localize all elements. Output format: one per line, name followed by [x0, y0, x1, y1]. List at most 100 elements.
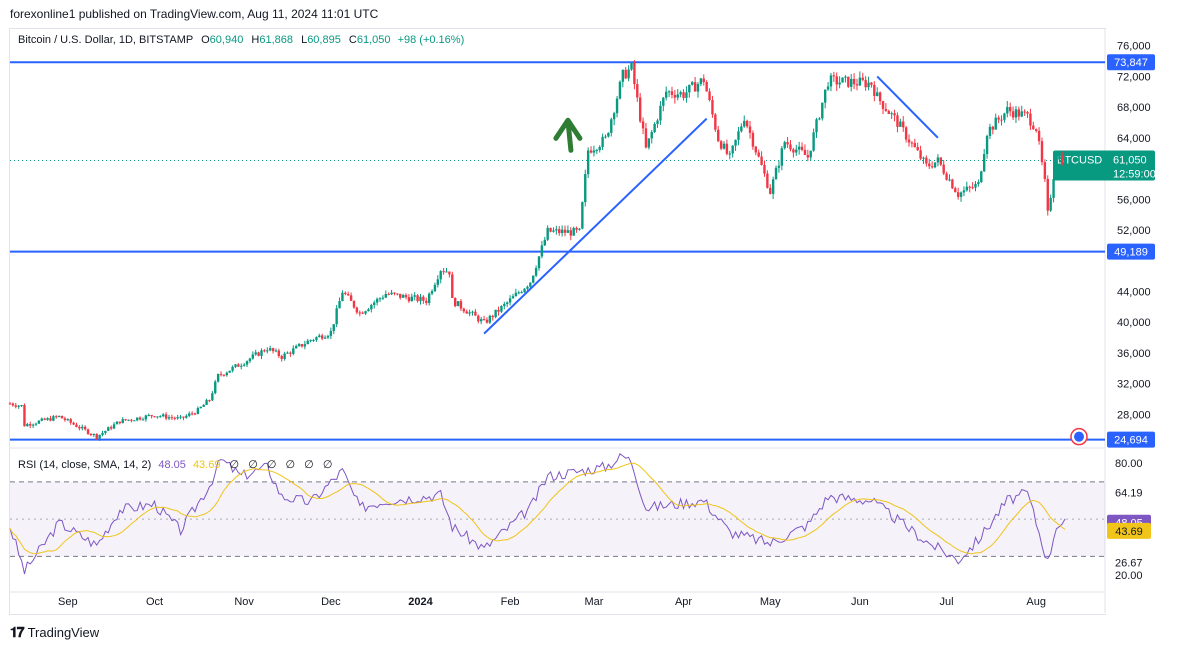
candle-body: [370, 305, 373, 310]
candle-body: [586, 150, 590, 175]
open-value: 60,940: [209, 34, 244, 46]
candle-body: [465, 311, 468, 314]
candle-body: [109, 427, 113, 429]
candle-body: [1008, 107, 1012, 112]
tradingview-footer[interactable]: 𝟏𝟕 TradingView: [10, 624, 99, 641]
candle-body: [633, 62, 636, 85]
candle-body: [453, 297, 457, 307]
candle-body: [627, 69, 630, 79]
candle-body: [621, 69, 625, 82]
candle-body: [780, 148, 784, 166]
candle-body: [589, 150, 593, 153]
price-tick-label: 76,000: [1117, 41, 1151, 53]
candle-body: [20, 405, 23, 407]
high-label: H: [251, 34, 260, 46]
candle-body: [783, 142, 786, 149]
candle-body: [355, 307, 359, 313]
candle-body: [858, 77, 862, 86]
candle-body: [433, 284, 437, 292]
candle-body: [69, 419, 72, 423]
candle-body: [815, 119, 818, 133]
candle-body: [309, 340, 312, 342]
candle-body: [254, 352, 257, 355]
candle-body: [130, 419, 133, 421]
candle-body: [904, 127, 908, 140]
candle-body: [667, 91, 671, 93]
candle-body: [650, 132, 653, 139]
price-tick-label: 64,000: [1117, 133, 1151, 145]
candle-body: [43, 418, 46, 420]
candle-body: [494, 309, 497, 318]
tradingview-brand: TradingView: [27, 625, 100, 640]
candle-body: [482, 319, 486, 321]
candle-body: [430, 291, 434, 294]
candle-body: [31, 424, 35, 426]
candle-body: [488, 315, 492, 323]
candle-body: [416, 295, 419, 302]
candle-body: [162, 414, 165, 417]
candle-body: [685, 92, 688, 98]
trend-line: [483, 117, 708, 335]
candle-body: [890, 113, 893, 115]
trend-lines: [483, 75, 1088, 446]
candle-body: [887, 110, 890, 114]
candle-body: [112, 424, 116, 429]
candle-body: [196, 408, 200, 414]
candle-body: [214, 381, 217, 394]
candle-body: [268, 348, 272, 351]
candle-body: [456, 301, 460, 307]
candle-body: [725, 143, 729, 154]
candle-body: [722, 143, 726, 149]
us-flag-icon-inner: [1074, 431, 1084, 442]
candle-body: [956, 192, 960, 197]
candle-body: [896, 115, 899, 127]
candle-body: [1049, 197, 1052, 211]
candle-body: [598, 147, 601, 151]
candle-body: [1006, 107, 1009, 114]
candle-body: [92, 434, 96, 436]
tradingview-logo-icon: 𝟏𝟕: [10, 624, 25, 640]
price-tick-label: 28,000: [1117, 409, 1151, 421]
candle-body: [925, 157, 928, 164]
candle-body: [1003, 113, 1006, 120]
candle-body: [506, 302, 509, 304]
time-tick-label: Jun: [851, 596, 869, 608]
candle-body: [107, 427, 110, 431]
candle-body: [968, 186, 971, 188]
rsi-line: [9, 453, 1066, 575]
candle-body: [124, 419, 127, 421]
candle-body: [222, 374, 226, 376]
sma-value-tag: [1107, 522, 1151, 539]
candle-body: [294, 345, 298, 349]
candle-body: [315, 337, 318, 340]
candle-body: [818, 118, 821, 120]
na-value: ∅: [248, 459, 258, 471]
na-value: ∅: [304, 459, 314, 471]
rsi-value: 48.05: [158, 459, 186, 471]
time-tick-label: Feb: [501, 596, 520, 608]
candle-body: [514, 292, 518, 297]
candle-body: [477, 315, 480, 322]
candle-body: [231, 366, 234, 371]
candle-body: [237, 364, 240, 367]
candle-body: [266, 350, 269, 352]
candle-body: [60, 415, 64, 419]
candle-body: [942, 164, 945, 174]
candle-body: [789, 144, 792, 150]
candle-body: [954, 188, 957, 193]
candle-body: [338, 301, 341, 309]
last-price-value: 61,050: [1113, 154, 1147, 166]
candle-body: [991, 126, 995, 130]
candle-body: [1061, 156, 1064, 164]
last-price-tag: [1053, 150, 1155, 181]
candle-body: [965, 186, 969, 191]
candle-body: [517, 292, 520, 294]
candle-body: [786, 142, 789, 145]
last-price-symbol: BTCUSD: [1057, 154, 1102, 166]
price-tick-label: 44,000: [1117, 286, 1151, 298]
candle-body: [763, 165, 766, 174]
time-tick-label: 2024: [408, 596, 433, 608]
candle-body: [670, 91, 674, 95]
candle-body: [852, 78, 856, 85]
